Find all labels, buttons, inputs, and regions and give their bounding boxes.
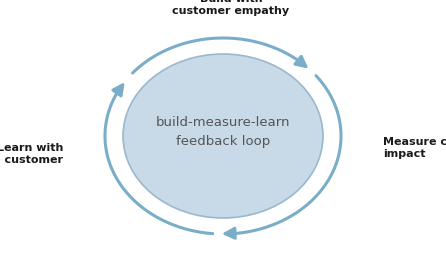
Text: Learn with
the customer: Learn with the customer bbox=[0, 143, 63, 165]
Text: Measure customer
impact: Measure customer impact bbox=[383, 137, 446, 159]
Text: Build with
customer empathy: Build with customer empathy bbox=[173, 0, 289, 16]
Ellipse shape bbox=[123, 54, 323, 218]
Text: build-measure-learn
feedback loop: build-measure-learn feedback loop bbox=[156, 117, 290, 147]
